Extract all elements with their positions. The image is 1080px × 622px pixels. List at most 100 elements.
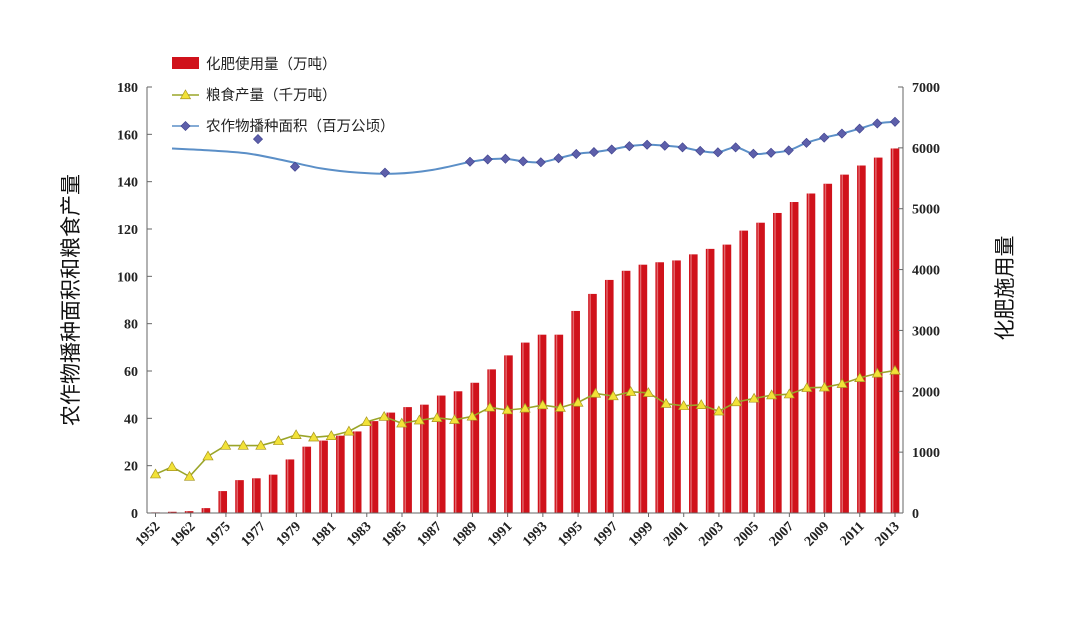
bar-highlight [539, 334, 541, 513]
bar [873, 157, 883, 513]
bar-body [268, 474, 278, 513]
crop-area-marker [730, 142, 741, 153]
bar-highlight [202, 508, 205, 513]
bar [336, 435, 345, 513]
crop-area-marker [379, 167, 391, 178]
crop-area-marker [252, 134, 264, 145]
grain-output-marker [554, 401, 566, 412]
grain-output-marker [166, 461, 178, 471]
bar [168, 511, 177, 513]
bar-body [487, 369, 496, 513]
bar-body [319, 440, 328, 513]
bar-highlight [858, 165, 860, 513]
bar [453, 391, 463, 513]
bar-highlight [270, 474, 272, 513]
bar-highlight [572, 310, 575, 513]
bar [302, 446, 312, 513]
grain-output-marker [642, 387, 654, 397]
grain-output-marker [854, 372, 866, 382]
bar-body [285, 459, 295, 513]
grain-output-marker [237, 439, 249, 450]
grain-output-marker [202, 450, 214, 461]
bar-highlight [169, 511, 171, 513]
bar-body [571, 310, 580, 513]
bar-highlight [807, 193, 810, 513]
bar [857, 165, 866, 513]
grain-output-marker [748, 392, 760, 403]
bar-highlight [555, 334, 558, 513]
bar-body [638, 264, 648, 513]
y-right-tick-label: 5000 [912, 203, 940, 218]
y-axis-left-title: 农作物播种面积和粮食产量 [59, 174, 83, 426]
bar-series-fertilizer [151, 148, 900, 514]
bar-body [453, 391, 463, 513]
bar-highlight [892, 148, 894, 513]
bar-body [218, 491, 228, 513]
legend-label-grain: 粮食产量（千万吨） [206, 87, 337, 104]
x-tick-label: 1962 [168, 519, 198, 549]
bar-body [235, 480, 244, 513]
x-tick-label: 1989 [450, 519, 480, 549]
bar [252, 478, 261, 513]
bar-highlight [639, 264, 642, 513]
y-left-tick-label: 80 [124, 318, 138, 333]
crop-area-marker [500, 153, 511, 164]
crop-area-marker [889, 116, 901, 127]
bar [352, 431, 362, 513]
bar-highlight [656, 262, 659, 513]
bar [806, 193, 816, 513]
crop-area-marker [482, 154, 493, 165]
x-tick-label: 2009 [802, 519, 832, 549]
bar [319, 440, 328, 513]
grain-output-marker [308, 431, 320, 442]
x-tick-label: 2011 [838, 519, 868, 549]
bar-body [520, 342, 530, 513]
legend-label-area: 农作物播种面积（百万公顷） [206, 118, 395, 135]
bar-body [554, 334, 564, 513]
bar [571, 310, 580, 513]
crop-area-marker [677, 142, 688, 153]
y-left-tick-label: 40 [124, 412, 138, 427]
y-right-tick-label: 0 [912, 507, 919, 522]
grain-output-marker [871, 367, 883, 378]
bar-highlight [236, 480, 238, 513]
bar-body [773, 212, 782, 513]
x-tick-label: 2001 [661, 519, 691, 549]
bar-body [336, 435, 345, 513]
y-right-tick-label: 1000 [912, 446, 940, 461]
bar-highlight [791, 202, 793, 513]
bar [537, 334, 547, 513]
bar-highlight [707, 248, 709, 513]
bar-body [436, 395, 446, 513]
crop-area-marker [695, 145, 706, 156]
x-tick-label: 2005 [732, 519, 762, 549]
bar-highlight [774, 212, 776, 513]
bar-highlight [404, 407, 406, 513]
y-left-tick-label: 60 [124, 365, 138, 380]
grain-output-marker [695, 399, 707, 409]
legend-swatch-fertilizer [172, 57, 199, 69]
bar-body [890, 148, 900, 513]
grain-output-marker [589, 387, 602, 398]
y-left-tick-label: 160 [117, 128, 138, 143]
bar [470, 382, 480, 513]
grain-output-marker [466, 410, 478, 421]
bar-body [806, 193, 816, 513]
x-tick-label: 1952 [133, 519, 163, 549]
bar-highlight [875, 157, 877, 513]
legend-marker-diamond-icon [180, 120, 191, 132]
crop-area-marker [712, 147, 723, 158]
grain-output-marker [783, 388, 795, 399]
bar-highlight [606, 279, 608, 513]
bar-highlight [286, 459, 289, 513]
bar [722, 244, 732, 513]
y-left-tick-label: 140 [117, 176, 138, 191]
bar [773, 212, 782, 513]
bar-body [672, 260, 681, 513]
bar-highlight [505, 355, 507, 513]
bar [487, 369, 496, 513]
crop-area-marker [642, 139, 653, 150]
grain-output-marker [537, 399, 549, 410]
bar [436, 395, 446, 513]
